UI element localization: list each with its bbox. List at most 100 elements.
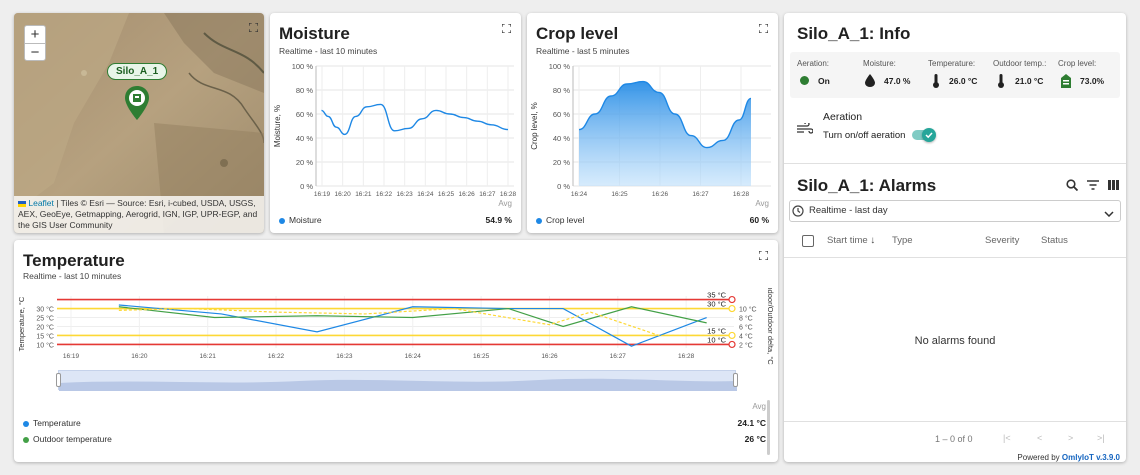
powered-by: Powered by OmlyIoT v.3.9.0 [1017, 453, 1120, 462]
series-line-moisture [321, 103, 509, 136]
crop-level-legend[interactable]: Crop level [536, 215, 584, 225]
ukraine-flag-icon [18, 200, 26, 207]
col-status[interactable]: Status [1041, 235, 1068, 246]
y2-tick-label: 10 °C [739, 306, 757, 314]
y2-tick-label: 8 °C [739, 315, 753, 323]
aeration-toggle[interactable] [912, 128, 936, 142]
outdoor-temperature-legend[interactable]: Outdoor temperature [23, 434, 112, 444]
y-tick-label: 20 °C [36, 323, 54, 331]
moisture-title: Moisture [279, 24, 350, 43]
aeration-label: Aeration: [797, 59, 830, 68]
y2-tick-label: 4 °C [739, 332, 753, 340]
crop-level-avg-value: 60 % [749, 215, 769, 225]
moisture-avg-value: 54.9 % [485, 215, 512, 225]
air-icon [797, 123, 813, 134]
y-tick-label: 0 % [557, 182, 570, 191]
x-tick-label: 16:23 [397, 191, 414, 198]
x-tick-label: 16:24 [571, 191, 588, 198]
water-drop-icon [865, 74, 875, 87]
timewindow-select[interactable]: Realtime - last day [789, 200, 1121, 222]
attribution-text-1: | Tiles © Esri — Source: Esri, i-cubed, … [53, 198, 256, 208]
select-all-checkbox[interactable] [802, 235, 814, 247]
navigator-handle-left[interactable] [56, 373, 61, 387]
chevron-down-icon [1104, 211, 1114, 217]
col-start-time[interactable]: Start time ↓ [827, 235, 876, 246]
attribution-text-2: AEX, GeoEye, Getmapping, Aerogrid, IGN, … [18, 209, 258, 219]
aeration-title: Aeration [823, 111, 863, 123]
temperature-legend[interactable]: Temperature [23, 418, 81, 428]
fullscreen-icon[interactable] [759, 251, 768, 260]
legend-dot [23, 436, 29, 443]
temperature-value: 26.0 °C [949, 76, 978, 86]
x-tick-label: 16:22 [268, 353, 285, 360]
alarms-title: Silo_A_1: Alarms [797, 176, 937, 195]
leaflet-link[interactable]: Leaflet [28, 198, 54, 208]
series-line-indoor-outdoor-delta [118, 307, 707, 337]
series-area-crop-level [579, 81, 751, 186]
x-tick-label: 16:25 [473, 353, 490, 360]
prev-page-icon[interactable]: < [1037, 433, 1043, 443]
threshold-label: 30 °C [707, 300, 726, 309]
x-tick-label: 16:28 [733, 191, 750, 198]
y-tick-label: 10 °C [36, 341, 54, 349]
col-severity[interactable]: Severity [985, 235, 1020, 246]
x-tick-label: 16:28 [500, 191, 517, 198]
first-page-icon[interactable]: |< [1003, 433, 1011, 443]
crop-level-subtitle: Realtime - last 5 minutes [536, 46, 630, 56]
timewindow-label: Realtime - last day [809, 205, 888, 216]
x-tick-label: 16:21 [355, 191, 372, 198]
next-page-icon[interactable]: > [1068, 433, 1074, 443]
y-tick-label: 60 % [553, 110, 570, 119]
filter-icon[interactable] [1087, 180, 1099, 190]
col-type[interactable]: Type [892, 235, 913, 246]
fullscreen-icon[interactable] [249, 23, 258, 32]
x-tick-label: 16:20 [335, 191, 352, 198]
x-tick-label: 16:27 [610, 353, 627, 360]
threshold-label: 15 °C [707, 326, 726, 335]
x-tick-label: 16:19 [314, 191, 331, 198]
x-tick-label: 16:28 [678, 353, 695, 360]
y-tick-label: 40 % [296, 134, 313, 143]
y2-axis-label: Indoor/Outdoor delta, °C [766, 288, 775, 365]
outdoor-temp-value: 21.0 °C [1015, 76, 1044, 86]
temperature-chart: Temperature, °C Indoor/Outdoor delta, °C 1… [17, 288, 775, 365]
fullscreen-icon[interactable] [502, 24, 511, 33]
time-range-navigator[interactable] [56, 370, 738, 391]
silo-marker-icon[interactable] [125, 86, 149, 120]
table-divider [784, 257, 1126, 258]
columns-icon[interactable] [1108, 180, 1119, 190]
y-tick-label: 40 % [553, 134, 570, 143]
x-tick-label: 16:20 [131, 353, 148, 360]
search-icon[interactable] [1066, 179, 1078, 191]
y-tick-label: 100 % [292, 62, 314, 71]
y-tick-label: 20 % [553, 158, 570, 167]
silo-icon [1061, 74, 1071, 88]
outdoor-temp-label: Outdoor temp.: [993, 59, 1047, 68]
legend-dot [23, 420, 29, 427]
navigator-handle-right[interactable] [733, 373, 738, 387]
crop-level-value: 73.0% [1080, 76, 1105, 86]
x-tick-label: 16:24 [417, 191, 434, 198]
powered-by-link[interactable]: OmlyIoT v.3.9.0 [1061, 453, 1120, 462]
zoom-in-button[interactable]: + [24, 25, 46, 43]
moisture-subtitle: Realtime - last 10 minutes [279, 46, 378, 56]
table-bottom-divider [784, 421, 1126, 422]
threshold-label: 10 °C [707, 335, 726, 344]
last-page-icon[interactable]: >| [1097, 433, 1105, 443]
temperature-label: Temperature: [928, 59, 976, 68]
x-tick-label: 16:24 [405, 353, 422, 360]
y-axis-label: Crop level, % [530, 102, 539, 150]
legend-scrollbar[interactable] [767, 400, 770, 455]
zoom-out-button[interactable]: − [24, 43, 46, 61]
threshold-marker [728, 304, 736, 313]
y-tick-label: 80 % [296, 86, 313, 95]
clock-icon [792, 205, 804, 217]
x-tick-label: 16:26 [652, 191, 669, 198]
threshold-marker [728, 331, 736, 340]
y-tick-label: 20 % [296, 158, 313, 167]
fullscreen-icon[interactable] [759, 24, 768, 33]
marker-label[interactable]: Silo_A_1 [107, 63, 168, 80]
map-card: + − Silo_A_1 Leaflet | Tiles © Esri — So… [14, 13, 264, 233]
moisture-legend[interactable]: Moisture [279, 215, 322, 225]
outdoor-temperature-avg-value: 26 °C [744, 434, 766, 444]
